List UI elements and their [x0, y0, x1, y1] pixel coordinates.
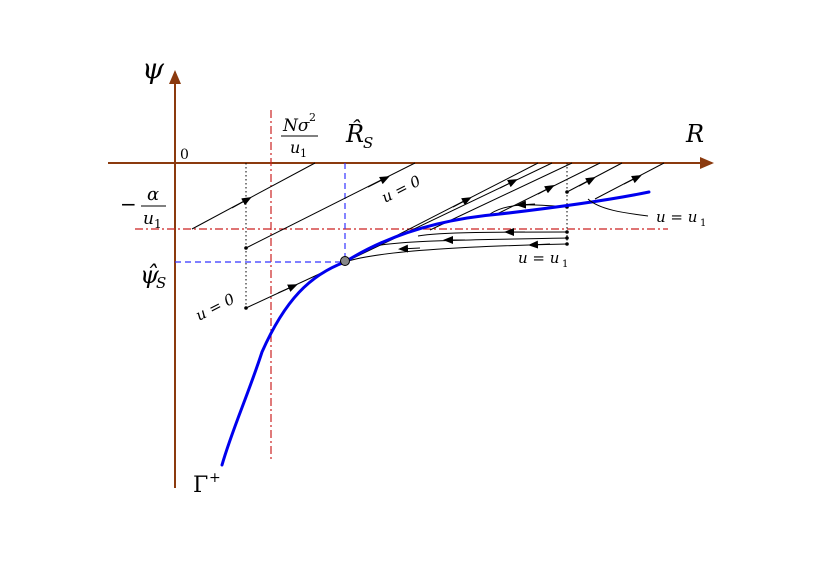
gamma-plus-label: Γ +	[193, 470, 221, 498]
endpoint-dot	[244, 246, 248, 250]
axes	[108, 70, 714, 488]
svg-text:S: S	[363, 134, 373, 152]
label-pointer	[587, 198, 649, 217]
trajectories-u-zero	[191, 162, 665, 309]
svg-text:Nσ: Nσ	[282, 116, 310, 136]
trajectory-line	[566, 162, 623, 193]
svg-text:u: u	[143, 209, 154, 229]
trajectory-arrow	[398, 244, 421, 253]
trajectory-arrow	[499, 179, 518, 189]
trajectory-arrow	[367, 176, 390, 188]
svg-text:1: 1	[300, 147, 307, 160]
origin-label: 0	[180, 147, 189, 163]
u-zero-label-upper: u = 0	[379, 172, 424, 207]
svg-text:R̂: R̂	[345, 120, 364, 148]
reference-lines	[135, 110, 668, 460]
trajectory-arrow	[623, 175, 642, 185]
trajectory-arrow	[537, 185, 555, 195]
trajectory-arrow	[277, 284, 298, 294]
trajectory-arrow	[528, 240, 551, 249]
u-equals-u1-label-right: u = u 1	[656, 208, 706, 229]
svg-text:α: α	[147, 184, 159, 205]
u-zero-label-lower: u = 0	[193, 290, 238, 325]
trajectory-arrow	[578, 177, 596, 187]
trajectory-arrow	[516, 200, 536, 209]
svg-text:u: u	[290, 138, 300, 157]
trajectory-curve	[369, 237, 568, 248]
minus-alpha-over-u1-label: − α u 1	[120, 184, 166, 231]
trajectory-arrow	[231, 197, 252, 209]
svg-text:−: −	[120, 192, 137, 216]
endpoint-dot	[565, 242, 569, 246]
svg-text:S: S	[156, 274, 166, 292]
x-axis-label: R	[685, 120, 704, 148]
endpoint-dot	[565, 230, 569, 234]
svg-text:1: 1	[154, 217, 162, 231]
endpoint-dot	[565, 236, 569, 240]
endpoint-dot	[565, 190, 569, 194]
svg-text:ψ̂: ψ̂	[140, 261, 160, 289]
equilibrium-point	[340, 256, 350, 266]
svg-text:1: 1	[562, 259, 568, 270]
endpoint-dots	[244, 190, 569, 310]
y-axis-label: ψ	[142, 52, 165, 85]
svg-text:Γ: Γ	[193, 473, 208, 498]
gamma-plus-curve	[220, 190, 651, 467]
n-sigma-squared-over-u1-label: Nσ 2 u 1	[281, 111, 318, 160]
svg-text:+: +	[209, 470, 221, 486]
trajectory-line	[191, 162, 316, 230]
svg-text:u = u: u = u	[518, 249, 559, 267]
endpoint-dot	[244, 306, 248, 310]
trajectory-line	[429, 162, 573, 231]
u-equals-u1-label-lower: u = u 1	[518, 249, 568, 270]
trajectory-curve	[417, 231, 568, 237]
svg-text:1: 1	[700, 218, 706, 229]
svg-text:u = u: u = u	[656, 208, 697, 226]
svg-text:2: 2	[309, 111, 316, 124]
psi-hat-s-label: ψ̂ S	[140, 261, 166, 292]
trajectory-arrow	[452, 197, 472, 208]
r-hat-s-label: R̂ S	[345, 120, 373, 152]
